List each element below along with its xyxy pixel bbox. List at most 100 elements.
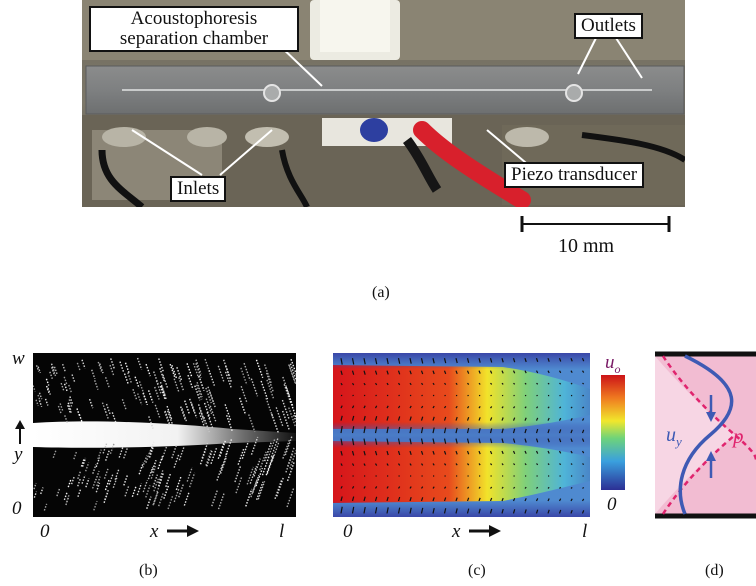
velocity-arrow <box>386 416 389 421</box>
particle-streak <box>70 475 76 485</box>
velocity-arrow <box>535 450 539 454</box>
particle-streak <box>157 470 164 484</box>
velocity-arrow <box>478 406 481 409</box>
particle-streak <box>282 439 291 459</box>
velocity-arrow <box>570 429 573 434</box>
particle-streak <box>147 390 154 403</box>
velocity-arrow <box>536 486 539 489</box>
velocity-arrow <box>478 428 481 434</box>
velocity-arrow <box>581 498 585 502</box>
particle-streak <box>289 363 296 382</box>
velocity-arrow <box>443 508 447 514</box>
particle-streak <box>241 441 250 459</box>
velocity-arrow <box>432 450 435 455</box>
particle-streak <box>195 363 202 379</box>
velocity-arrow <box>397 405 401 409</box>
standing-wave-diagram <box>655 350 756 520</box>
velocity-arrow <box>570 406 573 409</box>
velocity-arrow <box>512 428 516 434</box>
particle-streak <box>184 400 191 415</box>
velocity-arrow <box>443 438 447 444</box>
velocity-arrow <box>432 416 435 421</box>
particle-streak <box>266 379 275 399</box>
particle-streak <box>152 474 158 488</box>
particle-streak <box>167 410 173 425</box>
particle-streak <box>206 412 214 428</box>
particle-streak <box>148 416 154 429</box>
particle-streak <box>146 496 152 509</box>
particle-streak <box>151 460 157 473</box>
particle-streak <box>76 408 81 418</box>
velocity-arrow <box>351 506 355 514</box>
velocity-arrow <box>363 382 366 386</box>
particle-streak <box>250 436 259 455</box>
velocity-arrow <box>351 450 355 456</box>
particle-streak <box>44 398 49 406</box>
velocity-arrow <box>409 358 412 364</box>
chamber-callout-line1: Acoustophoresis <box>130 8 258 29</box>
particle-streak <box>131 485 137 497</box>
velocity-arrow <box>455 358 458 364</box>
velocity-arrow <box>489 438 493 444</box>
particle-streak <box>38 400 43 407</box>
panel-b-y-top: w <box>12 348 25 369</box>
velocity-arrow <box>570 357 573 362</box>
velocity-arrow <box>351 370 355 375</box>
particle-streak <box>132 388 138 401</box>
particle-streak <box>240 385 248 404</box>
velocity-arrow <box>489 450 493 455</box>
particle-streak <box>123 474 129 486</box>
particle-streak <box>255 481 264 501</box>
velocity-arrow <box>558 438 562 443</box>
velocity-arrow <box>501 417 504 421</box>
velocity-arrow <box>478 450 481 455</box>
velocity-arrow <box>490 463 493 466</box>
velocity-arrow <box>570 382 573 385</box>
particle-streak <box>288 365 296 386</box>
particle-streak <box>162 374 169 388</box>
particle-streak <box>203 402 211 419</box>
particle-streak <box>203 416 210 433</box>
particle-streak <box>239 397 247 416</box>
particle-streak <box>197 404 205 420</box>
velocity-arrow <box>374 507 378 514</box>
velocity-arrow <box>524 406 527 409</box>
particle-streak <box>259 451 267 471</box>
particle-streak <box>152 491 159 505</box>
velocity-arrow <box>524 509 527 514</box>
velocity-arrow <box>512 370 516 374</box>
particle-streak <box>286 446 296 467</box>
panel-c-x-label: x <box>452 521 461 542</box>
velocity-arrow <box>536 382 539 385</box>
particle-streak <box>136 357 143 370</box>
particle-streak <box>261 456 270 476</box>
velocity-arrow <box>524 428 527 434</box>
velocity-arrow <box>490 382 493 385</box>
velocity-arrow <box>501 428 504 434</box>
particle-streak <box>159 367 165 382</box>
particle-streak <box>35 365 40 372</box>
particle-streak <box>183 491 190 506</box>
particle-streak <box>288 364 296 385</box>
particle-streak <box>186 363 193 378</box>
velocity-arrow <box>466 438 470 444</box>
particle-streak <box>56 488 61 497</box>
velocity-arrow <box>397 358 401 364</box>
particle-streak <box>288 407 296 428</box>
particle-streak <box>145 485 151 498</box>
velocity-arrow <box>363 370 366 375</box>
particle-streak <box>52 368 57 377</box>
particle-streak <box>198 375 205 391</box>
velocity-arrow <box>455 427 458 434</box>
velocity-arrow <box>363 358 366 365</box>
velocity-arrow <box>570 438 573 443</box>
velocity-arrow <box>409 450 412 456</box>
velocity-arrow <box>363 486 366 489</box>
particle-streak <box>157 455 164 470</box>
velocity-arrow <box>512 497 516 502</box>
velocity-arrow <box>535 509 539 514</box>
velocity-arrow <box>478 463 481 466</box>
particle-streak <box>163 411 170 425</box>
particle-streak <box>119 361 125 373</box>
particle-streak <box>154 386 160 400</box>
